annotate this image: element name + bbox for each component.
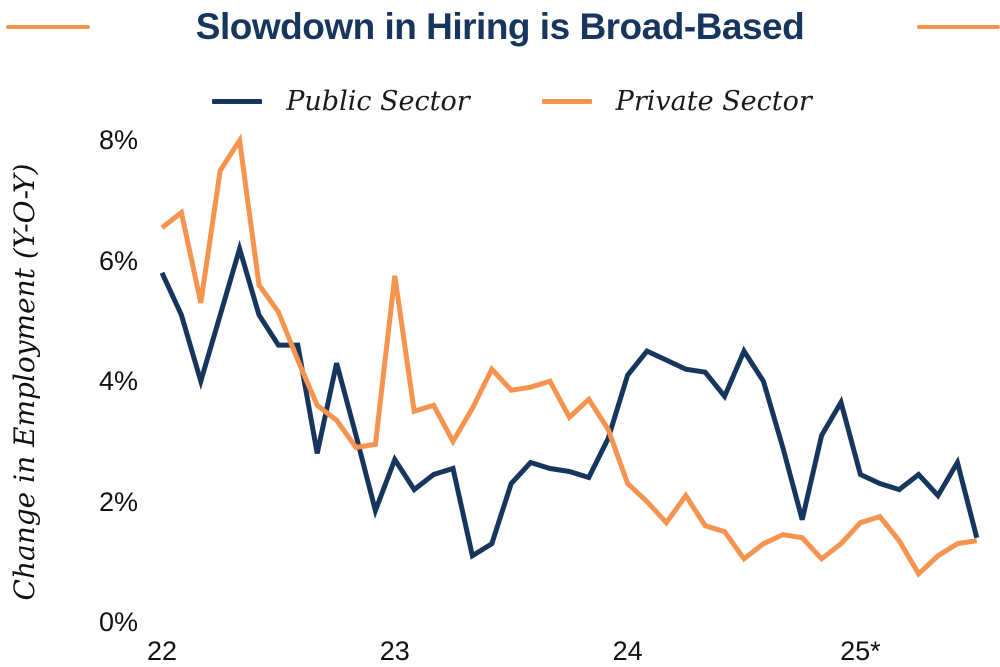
y-axis-tick-label: 2%	[98, 486, 138, 517]
legend-item-private-sector: Private Sector	[541, 86, 812, 117]
x-axis-tick-label: 25*	[840, 636, 881, 666]
public-sector-line	[159, 239, 980, 560]
legend-label-public-sector: Public Sector	[286, 86, 470, 117]
decorative-dash-left	[6, 25, 90, 29]
private-sector-line	[160, 133, 978, 578]
legend-label-private-sector: Private Sector	[615, 86, 812, 117]
x-axis-tick-label: 22	[146, 636, 178, 666]
legend-item-public-sector: Public Sector	[212, 86, 470, 117]
legend: Public Sector Private Sector	[12, 88, 1000, 115]
y-axis-tick-label: 8%	[98, 125, 138, 156]
chart-title: Slowdown in Hiring is Broad-Based	[195, 6, 805, 47]
decorative-dash-right	[917, 25, 1000, 29]
y-axis-tick-label: 0%	[98, 607, 138, 637]
y-axis-tick-label: 4%	[98, 366, 138, 397]
x-axis-tick-label: 24	[612, 636, 643, 666]
x-axis-tick-label: 23	[379, 636, 410, 666]
private-sector-line-swatch-icon	[541, 99, 592, 104]
y-axis-tick-label: 6%	[98, 245, 138, 276]
public-sector-line-swatch-icon	[212, 99, 263, 104]
